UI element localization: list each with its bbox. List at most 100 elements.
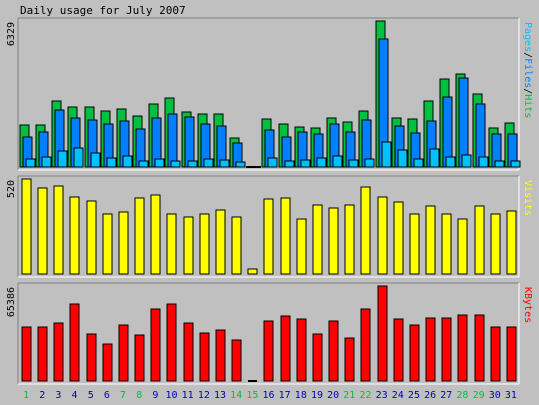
pages-bar-day-10 [170,160,181,168]
visits-bar-day-7 [118,211,129,275]
legend-part-1: / [522,52,533,58]
visits-bar-day-14 [231,216,242,275]
kbytes-bar-day-12 [199,332,210,382]
pages-bar-day-4 [73,147,84,168]
day-label-7: 7 [120,390,126,401]
visits-bar-day-23 [377,196,388,275]
day-label-18: 18 [295,390,307,401]
visits-bar-day-18 [296,218,307,275]
kbytes-bar-day-18 [296,318,307,382]
day-label-26: 26 [424,390,436,401]
kbytes-bar-day-13 [215,329,226,382]
day-label-1: 1 [23,390,29,401]
day-label-19: 19 [311,390,323,401]
legend-part-0: Pages [522,22,533,52]
kbytes-bar-day-22 [360,308,371,382]
kbytes-bar-day-14 [231,339,242,382]
kbytes-bar-day-1 [21,326,32,382]
day-label-17: 17 [279,390,291,401]
day-label-30: 30 [489,390,501,401]
pages-bar-day-13 [219,159,230,168]
kbytes-bar-day-28 [457,314,468,382]
kbytes-bar-day-29 [474,314,485,382]
pages-bar-day-23 [381,141,392,168]
pages-bar-day-24 [397,149,408,168]
day-label-6: 6 [104,390,110,401]
day-label-2: 2 [39,390,45,401]
day-label-27: 27 [440,390,452,401]
pages-bar-day-14 [235,161,246,168]
kbytes-max-label: 65386 [6,287,17,317]
kbytes-bar-day-3 [53,322,64,382]
pages-bar-day-20 [332,155,343,168]
pages-bar-day-19 [316,157,327,168]
legend-part-3: / [522,88,533,94]
day-label-20: 20 [327,390,339,401]
files-bar-day-10 [167,113,178,168]
visits-bar-day-20 [328,207,339,275]
kbytes-bar-day-26 [425,317,436,382]
kbytes-bar-day-15 [248,380,257,382]
kbytes-bar-day-11 [183,322,194,382]
pages-bar-day-3 [57,150,68,168]
day-label-13: 13 [214,390,226,401]
pages-bar-day-9 [154,158,165,168]
visits-bar-day-29 [474,205,485,275]
legend-part-4: Hits [522,94,533,118]
day-label-12: 12 [198,390,210,401]
pages-bar-day-11 [187,160,198,168]
visits-bar-day-24 [393,201,404,275]
visits-bar-day-15 [247,268,258,275]
kbytes-bar-day-10 [166,303,177,382]
legend-part-2: Files [522,58,533,88]
visits-bar-day-19 [312,204,323,275]
pages-bar-day-5 [90,152,101,168]
pages-bar-day-16 [267,157,278,168]
files-bar-day-11 [184,116,195,168]
pages-bar-day-30 [494,160,505,168]
pages-bar-day-31 [510,160,521,168]
visits-bar-day-9 [150,194,161,275]
visits-bar-day-31 [506,210,517,275]
pages-bar-day-25 [413,158,424,168]
day-label-28: 28 [456,390,468,401]
day-label-23: 23 [376,390,388,401]
pages-bar-day-26 [429,148,440,168]
pages-bar-day-27 [445,156,456,168]
day-label-16: 16 [262,390,274,401]
kbytes-bar-day-31 [506,326,517,382]
visits-bar-day-3 [53,185,64,275]
day-label-3: 3 [55,390,61,401]
day-label-21: 21 [343,390,355,401]
kbytes-bar-day-24 [393,318,404,382]
pages-bar-day-6 [106,157,117,168]
kbytes-bar-day-27 [441,317,452,382]
visits-bar-day-27 [441,213,452,275]
visits-bar-day-30 [490,213,501,275]
kbytes-bar-day-17 [280,315,291,382]
kbytes-bar-day-30 [490,326,501,382]
kbytes-bar-day-8 [134,334,145,382]
files-bar-day-28 [458,77,469,168]
kbytes-bar-day-20 [328,320,339,382]
pages-bar-day-15 [252,166,261,168]
visits-bar-day-6 [102,213,113,275]
day-label-31: 31 [505,390,517,401]
day-label-24: 24 [392,390,404,401]
pages-bar-day-17 [284,160,295,168]
day-label-10: 10 [166,390,178,401]
day-label-9: 9 [152,390,158,401]
day-label-15: 15 [246,390,258,401]
kbytes-bar-day-25 [409,324,420,382]
kbytes-bar-day-21 [344,337,355,382]
chart-title: Daily usage for July 2007 [20,4,186,17]
kbytes-bar-day-23 [377,285,388,382]
visits-bar-day-2 [37,187,48,275]
visits-bar-day-16 [263,198,274,275]
visits-bar-day-1 [21,178,32,275]
kbytes-bar-day-5 [86,333,97,382]
visits-bar-day-21 [344,204,355,275]
kbytes-bar-day-7 [118,324,129,382]
day-label-29: 29 [473,390,485,401]
kbytes-bar-day-4 [69,303,80,382]
